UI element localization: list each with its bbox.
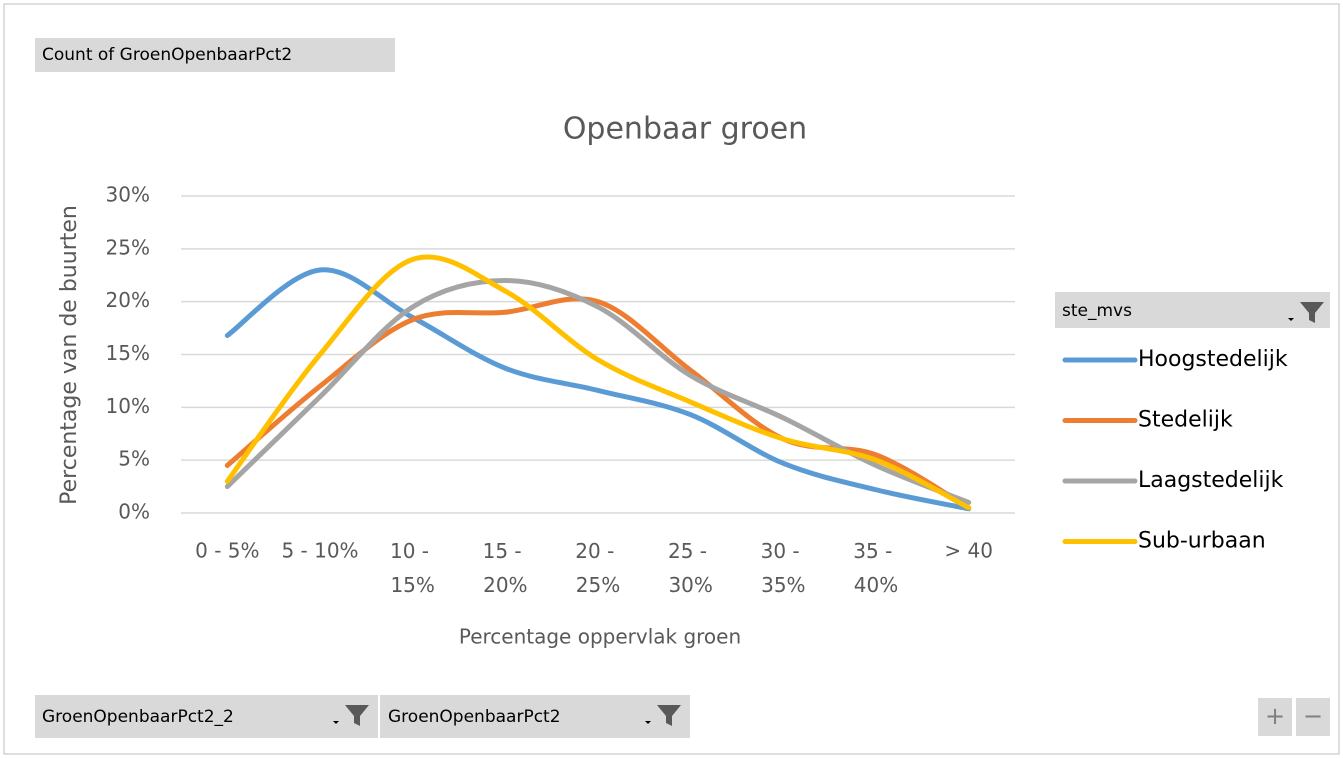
y-tick-label: 25%: [106, 235, 150, 259]
y-axis-label: Percentage van de buurten: [57, 205, 82, 505]
series-line: [224, 254, 972, 511]
y-tick-label: 15%: [106, 341, 150, 365]
dropdown-arrow: [1288, 318, 1294, 321]
y-tick-label: 5%: [118, 447, 150, 471]
axis-field-label: GroenOpenbaarPct2_2: [42, 707, 234, 727]
axis-field-label: GroenOpenbaarPct2: [388, 707, 561, 727]
x-tick-label: 35 - 40%: [853, 539, 898, 597]
x-tick-label: 10 - 15%: [390, 539, 435, 597]
legend-label: Stedelijk: [1138, 408, 1233, 433]
y-tick-label: 0%: [118, 500, 150, 524]
collapse-button[interactable]: [1296, 698, 1330, 736]
axis-field-button[interactable]: [380, 695, 690, 738]
x-tick-label: 30 - 35%: [761, 539, 806, 597]
axis-field-button[interactable]: [35, 695, 378, 738]
filter-icon[interactable]: [657, 705, 681, 726]
x-tick-label: > 40: [944, 539, 993, 563]
y-tick-label: 10%: [106, 394, 150, 418]
x-tick-label: 5 - 10%: [281, 539, 358, 563]
x-axis-label: Percentage oppervlak groen: [459, 625, 741, 649]
legend-field-label: ste_mvs: [1062, 301, 1132, 321]
expand-label: +: [1265, 702, 1285, 730]
x-tick-label: 15 - 20%: [483, 539, 528, 597]
series-line: [224, 267, 972, 512]
dropdown-arrow: [333, 721, 339, 724]
expand-button[interactable]: [1258, 698, 1292, 736]
filter-icon[interactable]: [1300, 302, 1324, 323]
x-tick-label: 25 - 30%: [668, 539, 713, 597]
collapse-label: −: [1303, 702, 1323, 730]
filter-icon[interactable]: [345, 705, 369, 726]
value-field-button[interactable]: [35, 38, 395, 72]
chart-title: Openbaar groen: [563, 112, 807, 147]
x-tick-label: 0 - 5%: [195, 539, 259, 563]
legend-label: Laagstedelijk: [1138, 468, 1284, 493]
value-field-label: Count of GroenOpenbaarPct2: [42, 45, 292, 65]
dropdown-arrow: [645, 721, 651, 724]
y-tick-label: 20%: [106, 288, 150, 312]
legend-label: Sub-urbaan: [1138, 529, 1266, 554]
x-tick-label: 20 - 25%: [575, 539, 620, 597]
series-line: [224, 278, 972, 505]
legend-field-button[interactable]: [1055, 292, 1330, 328]
chart-border: [3, 3, 1340, 755]
y-tick-label: 30%: [106, 183, 150, 207]
legend-label: Hoogstedelijk: [1138, 347, 1288, 372]
